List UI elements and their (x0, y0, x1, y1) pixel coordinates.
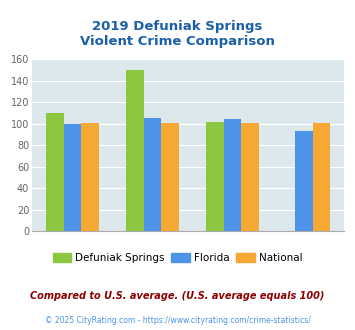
Text: 2019 Defuniak Springs
Violent Crime Comparison: 2019 Defuniak Springs Violent Crime Comp… (80, 20, 275, 48)
Bar (126, 70, 144, 231)
Bar (312, 123, 330, 231)
Bar (46, 113, 64, 231)
Text: © 2025 CityRating.com - https://www.cityrating.com/crime-statistics/: © 2025 CityRating.com - https://www.city… (45, 316, 310, 325)
Bar (162, 123, 179, 231)
Bar (241, 123, 259, 231)
Text: Compared to U.S. average. (U.S. average equals 100): Compared to U.S. average. (U.S. average … (30, 291, 325, 301)
Legend: Defuniak Springs, Florida, National: Defuniak Springs, Florida, National (48, 248, 307, 267)
Bar (144, 118, 162, 231)
Bar (64, 124, 81, 231)
Bar (206, 121, 224, 231)
Bar (295, 131, 312, 231)
Bar (81, 123, 99, 231)
Bar (224, 119, 241, 231)
